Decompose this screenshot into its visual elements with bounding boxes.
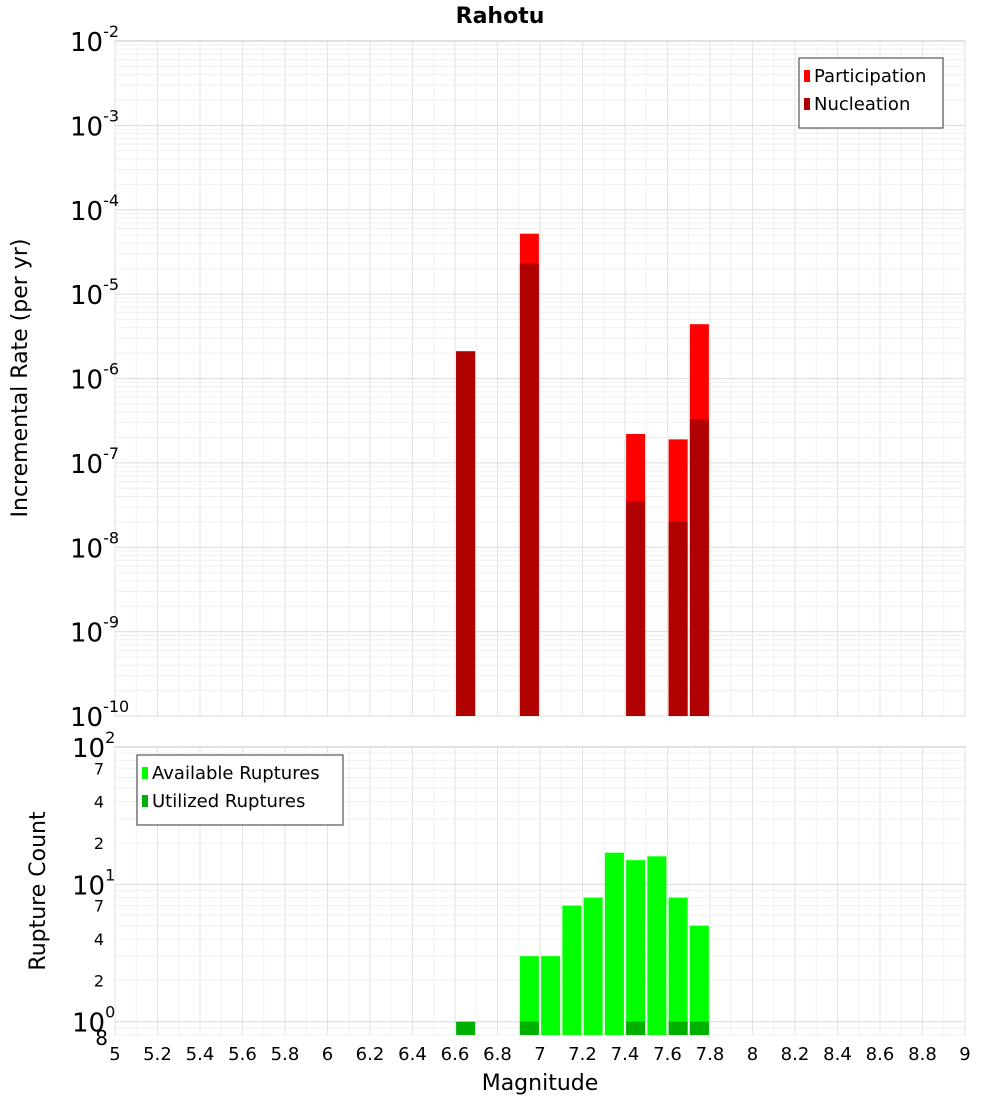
rate-y-tick-label: 10-9 — [70, 613, 119, 649]
x-tick-label: 5 — [109, 1044, 120, 1065]
count-bar-secondary — [519, 1021, 539, 1035]
count-y-tick-minor: 7 — [94, 897, 104, 916]
rate-gridlines — [114, 41, 966, 717]
count-bar-secondary — [689, 1021, 709, 1035]
count-bar-primary — [562, 905, 582, 1035]
x-tick-label: 7.6 — [653, 1044, 682, 1065]
x-tick-label: 8.2 — [781, 1044, 810, 1065]
rate-legend: Participation Nucleation — [798, 57, 944, 129]
count-bar-primary — [519, 956, 539, 1035]
x-tick-label: 6.4 — [398, 1044, 427, 1065]
count-y-tick-major: 101 — [72, 865, 115, 901]
x-tick-label: 8 — [747, 1044, 758, 1065]
count-y-tick-minor: 2 — [94, 971, 104, 990]
count-y-axis-label: Rupture Count — [26, 811, 51, 971]
count-gridlines — [114, 747, 966, 1036]
x-tick-label: 7.8 — [696, 1044, 725, 1065]
legend-swatch — [142, 795, 148, 807]
count-y-tick-minor: 4 — [94, 930, 104, 949]
count-panel: 102 101 100 7 4 2 7 4 2 8 5 5.2 5.4 5.6 5.8 6 6.2 6.4 6.6… — [26, 728, 971, 1096]
count-bar-secondary — [668, 1021, 688, 1035]
rate-panel: 10-2 10-3 10-4 10-5 10-6 10-7 10-8 10-9 10-10 In… — [8, 22, 966, 733]
count-bar-primary — [541, 956, 561, 1035]
rate-bar-secondary — [689, 419, 709, 716]
legend-swatch — [804, 98, 810, 110]
rate-bar-secondary — [456, 351, 476, 716]
count-bar-primary — [647, 856, 667, 1035]
legend-label: Available Ruptures — [152, 763, 320, 784]
count-bar-secondary — [626, 1021, 646, 1035]
x-tick-label: 7.2 — [568, 1044, 597, 1065]
rate-y-tick-label: 10-10 — [70, 697, 129, 733]
rate-y-ticks: 10-2 10-3 10-4 10-5 10-6 10-7 10-8 10-9 10-10 — [70, 22, 129, 733]
legend-swatch — [142, 767, 148, 779]
x-tick-label: 6.2 — [356, 1044, 385, 1065]
x-tick-label: 8.4 — [823, 1044, 852, 1065]
rate-y-tick-label: 10-2 — [70, 22, 119, 58]
count-y-tick-minor: 7 — [94, 759, 104, 778]
count-y-tick-major: 102 — [72, 728, 115, 764]
rate-bars — [456, 233, 709, 716]
chart-title: Rahotu — [456, 4, 545, 29]
count-bar-primary — [689, 925, 709, 1035]
legend-label: Utilized Ruptures — [152, 791, 305, 812]
count-bar-primary — [604, 852, 624, 1035]
rate-y-tick-label: 10-4 — [70, 191, 119, 227]
x-tick-label: 5.6 — [228, 1044, 257, 1065]
count-bar-primary — [583, 897, 603, 1035]
x-tick-label: 6 — [322, 1044, 333, 1065]
count-y-ticks: 102 101 100 7 4 2 7 4 2 8 — [72, 728, 115, 1050]
x-tick-label: 5.8 — [271, 1044, 300, 1065]
x-tick-label: 8.8 — [908, 1044, 937, 1065]
x-tick-label: 6.8 — [483, 1044, 512, 1065]
x-tick-label: 7 — [534, 1044, 545, 1065]
count-bar-primary — [668, 897, 688, 1035]
magnitude-x-ticks: 5 5.2 5.4 5.6 5.8 6 6.2 6.4 6.6 6.8 7 7.2 7.4 7.6 7.8 8… — [109, 1044, 970, 1065]
legend-label: Nucleation — [814, 94, 910, 115]
x-tick-label: 5.2 — [143, 1044, 172, 1065]
x-tick-label: 6.6 — [441, 1044, 470, 1065]
x-tick-label: 9 — [959, 1044, 970, 1065]
rate-y-axis-label: Incremental Rate (per yr) — [8, 239, 33, 518]
legend-box — [136, 754, 344, 826]
legend-box — [798, 57, 944, 129]
rate-bar-secondary — [668, 521, 688, 716]
rate-y-tick-label: 10-6 — [70, 360, 119, 396]
rate-y-tick-label: 10-8 — [70, 528, 119, 564]
x-tick-label: 5.4 — [186, 1044, 215, 1065]
count-y-tick-minor: 4 — [94, 793, 104, 812]
rate-bar-secondary — [626, 501, 646, 716]
legend-swatch — [804, 70, 810, 82]
count-y-tick-minor: 2 — [94, 834, 104, 853]
x-tick-label: 8.6 — [866, 1044, 895, 1065]
rate-y-tick-label: 10-5 — [70, 275, 119, 311]
count-y-tick-minor: 8 — [95, 1026, 108, 1050]
x-axis-label: Magnitude — [482, 1071, 599, 1096]
rate-y-tick-label: 10-3 — [70, 106, 119, 142]
count-bars — [456, 852, 709, 1035]
count-legend: Available Ruptures Utilized Ruptures — [136, 754, 344, 826]
legend-label: Participation — [814, 66, 926, 87]
count-y-tick-major: 100 — [72, 1003, 115, 1039]
x-tick-label: 7.4 — [611, 1044, 640, 1065]
rate-bar-secondary — [519, 263, 539, 716]
count-bar-primary — [626, 860, 646, 1035]
rate-y-tick-label: 10-7 — [70, 444, 119, 480]
count-bar-secondary — [456, 1021, 476, 1035]
